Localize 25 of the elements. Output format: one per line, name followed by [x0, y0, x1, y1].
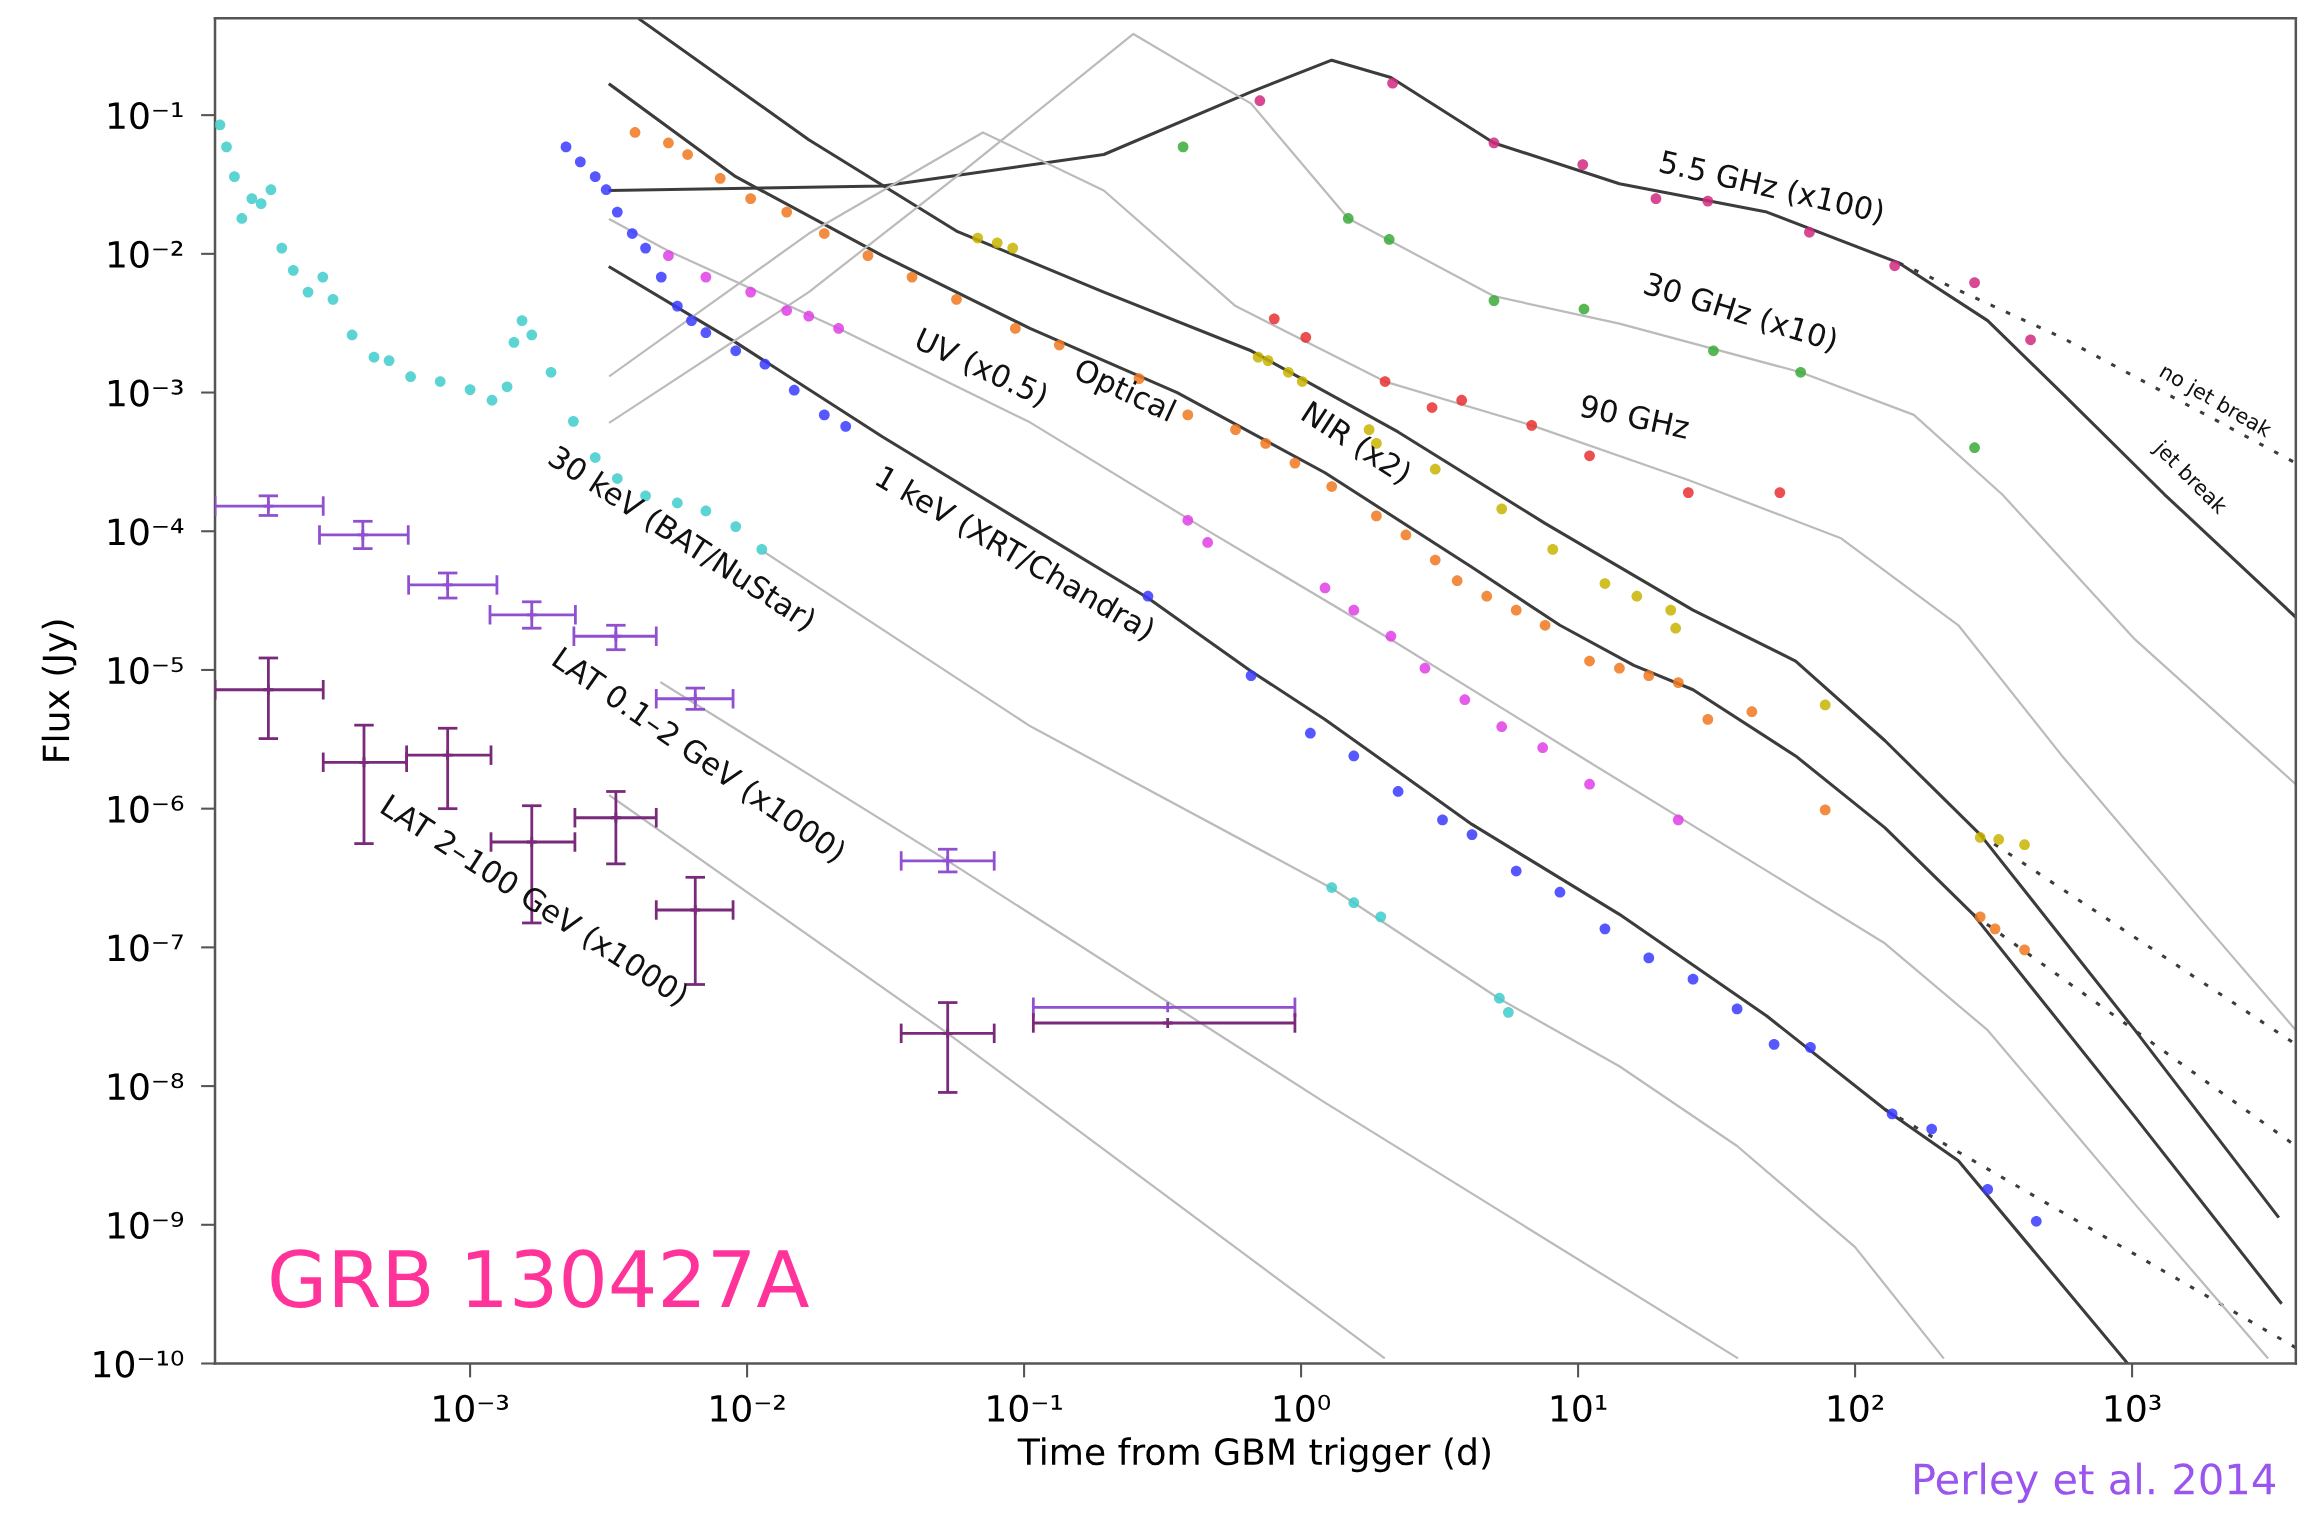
- y-tick-label: 10⁻⁴: [108, 518, 184, 546]
- y-axis-title: Flux (Jy): [41, 620, 77, 761]
- x-axis-title: Time from GBM trigger (d): [1017, 1437, 1490, 1473]
- y-tick-label: 10⁻¹⁰: [94, 1350, 184, 1378]
- annotation: 90 GHz: [1579, 393, 1691, 440]
- x-tick-label: 10¹: [1551, 1394, 1607, 1423]
- text: Perley et al. 2014: [1915, 1462, 2275, 1503]
- annotation: NIR (x2): [1298, 400, 1414, 488]
- y-tick-label: 10⁻⁷: [108, 934, 183, 962]
- y-tick-label: 10⁻⁵: [108, 656, 183, 685]
- y-tick-label: 10⁻⁶: [108, 795, 184, 823]
- y-tick-label: 10⁻⁹: [108, 1211, 184, 1240]
- x-tick-label: 10³: [2105, 1394, 2161, 1423]
- x-tick-label: 10⁻³: [434, 1394, 508, 1423]
- x-tick-label: 10⁻²: [711, 1394, 785, 1423]
- x-tick-label: 10²: [1828, 1394, 1884, 1423]
- text: GRB 130427A: [271, 1249, 809, 1309]
- annotation: 30 GHz (x10): [1642, 271, 1839, 355]
- y-tick-label: 10⁻³: [108, 379, 183, 407]
- x-tick-label: 10⁻¹: [988, 1394, 1062, 1423]
- x-tick-label: 10⁰: [1274, 1394, 1331, 1423]
- annotation: 5.5 GHz (x100): [1658, 149, 1885, 227]
- y-tick-label: 10⁻⁸: [108, 1073, 184, 1101]
- y-tick-label: 10⁻¹: [108, 102, 183, 130]
- y-tick-label: 10⁻²: [108, 240, 183, 269]
